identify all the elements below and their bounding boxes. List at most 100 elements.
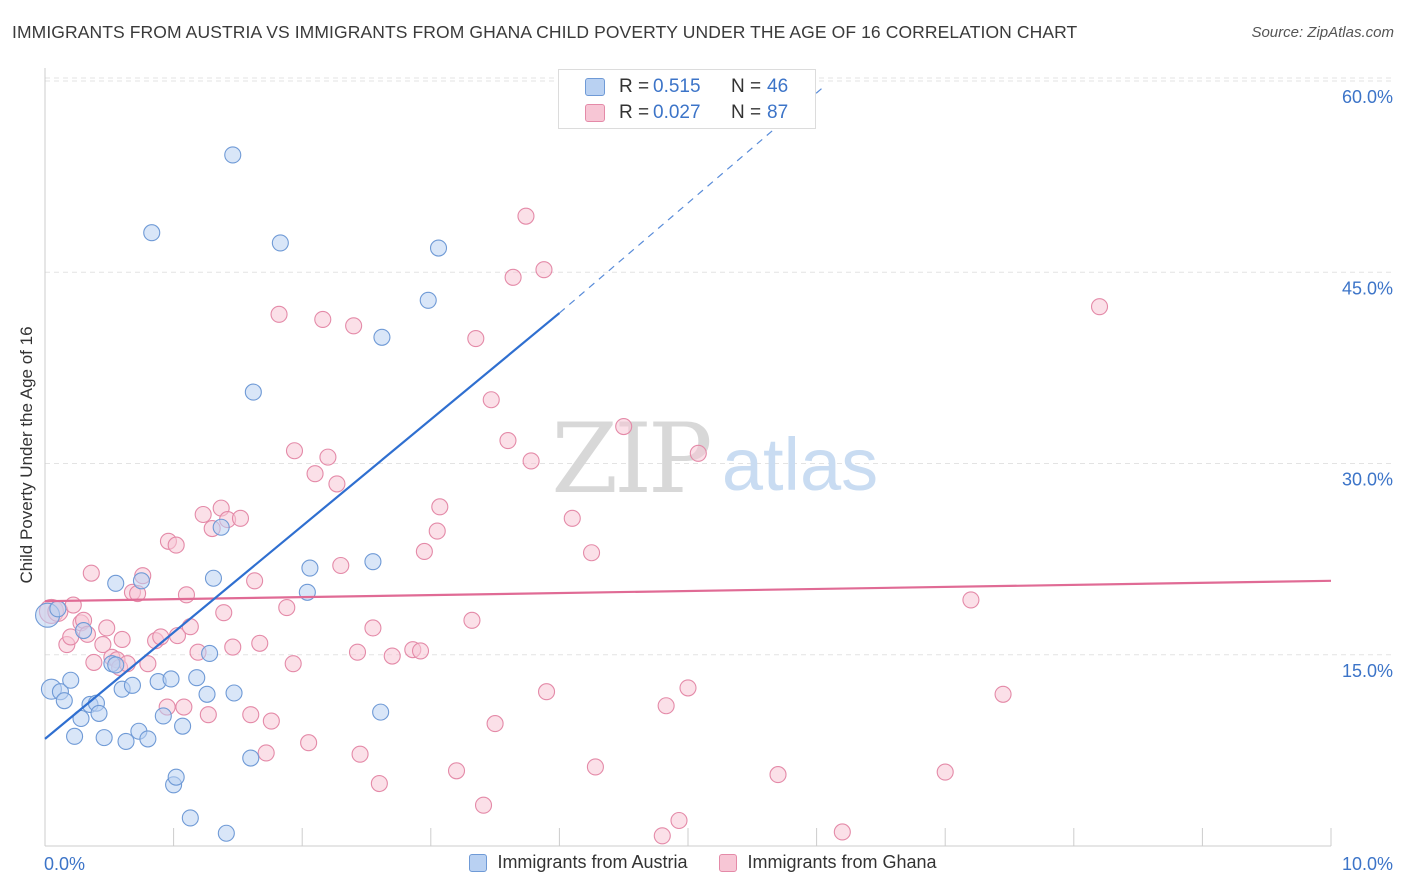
ghana-point: [319, 448, 337, 466]
ghana-point: [85, 653, 103, 671]
ghana-point: [251, 634, 269, 652]
ghana-point: [194, 505, 212, 524]
austria-point: [225, 684, 243, 702]
ghana-point: [936, 763, 954, 781]
ghana-n-value: 87: [767, 102, 789, 123]
austria-point: [66, 727, 84, 745]
ghana-point: [64, 596, 82, 614]
austria-point: [174, 717, 192, 735]
legend-item-austria[interactable]: Immigrants from Austria: [469, 852, 687, 873]
ghana-point: [278, 599, 296, 617]
bottom-legend: Immigrants from Austria Immigrants from …: [0, 852, 1406, 873]
austria-point: [49, 600, 67, 618]
ghana-point: [348, 643, 367, 661]
austria-point: [90, 704, 108, 722]
austria-point: [62, 671, 80, 689]
austria-n-value: 46: [767, 76, 789, 97]
austria-swatch: [585, 78, 605, 96]
ghana-point: [537, 683, 556, 701]
austria-point: [372, 703, 390, 721]
y-tick-label: 30.0%: [1342, 470, 1393, 490]
ghana-point: [447, 762, 466, 780]
legend-ghana-label: Immigrants from Ghana: [747, 852, 937, 872]
ghana-point: [242, 706, 260, 724]
ghana-point: [199, 706, 217, 724]
ghana-point: [517, 207, 535, 225]
ghana-point: [270, 305, 288, 323]
ghana-point: [474, 796, 493, 814]
ghana-point: [482, 391, 500, 409]
ghana-point: [177, 586, 196, 604]
austria-point: [198, 685, 216, 703]
ghana-point: [769, 766, 787, 784]
ghana-point: [285, 442, 304, 460]
tick-labels: 15.0% 30.0% 45.0% 60.0% 0.0% 10.0%: [44, 87, 1393, 874]
austria-point: [429, 239, 448, 257]
ghana-point: [586, 758, 604, 776]
austria-point: [188, 669, 206, 687]
austria-trend-line: [44, 312, 561, 740]
grid-lines: [45, 77, 1394, 656]
ghana-point: [215, 604, 233, 622]
austria-point: [364, 553, 382, 571]
legend-item-ghana[interactable]: Immigrants from Ghana: [719, 852, 937, 873]
austria-point: [75, 621, 93, 640]
ghana-point: [1090, 298, 1109, 316]
austria-point: [117, 732, 135, 751]
austria-point: [107, 656, 125, 674]
austria-r-value: 0.515: [653, 76, 701, 97]
ghana-point: [563, 509, 581, 527]
ghana-point: [175, 698, 193, 716]
watermark-atlas: atlas: [722, 423, 878, 506]
austria-point: [201, 644, 219, 663]
austria-point: [167, 768, 185, 786]
ghana-point: [615, 417, 633, 436]
ghana-point: [431, 498, 449, 516]
ghana-r-value: 0.027: [653, 102, 701, 123]
austria-point: [217, 824, 235, 842]
austria-point: [242, 749, 260, 767]
ghana-point: [246, 572, 264, 590]
ghana-point: [383, 647, 401, 665]
austria-point: [123, 676, 141, 694]
ghana-point: [463, 611, 481, 629]
ghana-point: [504, 268, 522, 286]
ghana-point: [679, 679, 697, 697]
austria-r-label: R =: [619, 76, 650, 97]
ghana-point: [411, 642, 430, 660]
austria-point: [55, 692, 73, 710]
ghana-swatch: [585, 104, 605, 122]
ghana-point: [370, 774, 388, 793]
ghana-point: [486, 715, 504, 733]
ghana-n-label: N =: [731, 102, 762, 123]
y-tick-label: 15.0%: [1342, 661, 1393, 681]
x-tick-label-max: 10.0%: [1342, 854, 1393, 874]
austria-point: [143, 224, 161, 242]
ghana-point: [351, 745, 369, 763]
austria-point: [154, 707, 172, 725]
ghana-point: [653, 827, 671, 845]
legend-austria-label: Immigrants from Austria: [497, 852, 688, 872]
ghana-point: [467, 329, 485, 348]
ghana-point: [224, 638, 242, 656]
ghana-point: [670, 811, 688, 830]
ghana-r-label: R =: [619, 102, 650, 123]
ghana-point: [139, 655, 157, 673]
austria-point: [301, 559, 319, 577]
ghana-point: [314, 310, 332, 328]
austria-point: [244, 383, 262, 401]
ghana-point: [231, 509, 250, 527]
austria-point: [139, 730, 157, 748]
ghana-point: [535, 261, 553, 279]
ghana-point: [962, 591, 980, 609]
legend-ghana-swatch: [719, 853, 738, 872]
axes: [44, 68, 1332, 847]
ghana-point: [94, 635, 112, 654]
ghana-point: [415, 542, 433, 561]
austria-point: [224, 146, 242, 164]
austria-point: [204, 569, 223, 587]
y-tick-label: 45.0%: [1342, 278, 1393, 298]
ghana-point: [167, 536, 185, 554]
ghana-point: [257, 744, 275, 762]
austria-n-label: N =: [731, 76, 762, 97]
